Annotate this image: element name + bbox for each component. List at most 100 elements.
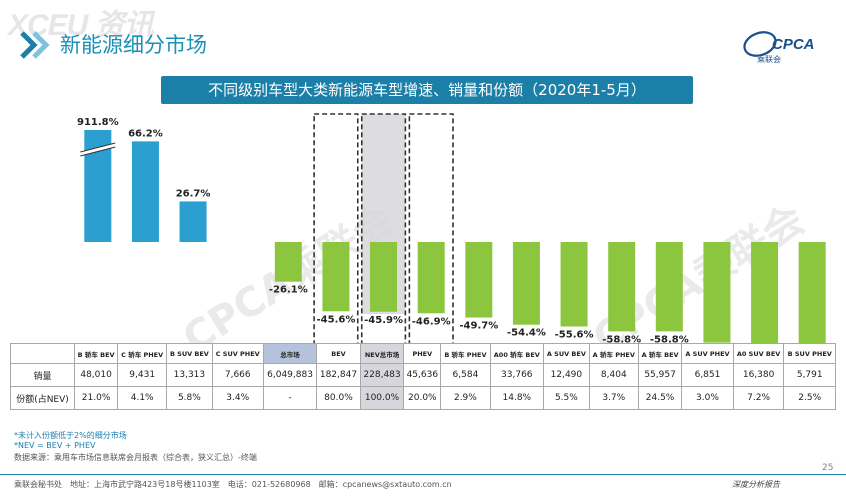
sales-cell: 12,490	[543, 363, 590, 387]
sales-cell: 33,766	[489, 363, 545, 387]
sales-cell: 6,049,883	[262, 363, 318, 387]
sales-cell: 13,313	[166, 363, 213, 387]
table-row-share: 份额(占NEV) 21.0% 4.1% 5.8% 3.4% -80.0% 100.0% 20…	[10, 386, 836, 410]
bar	[322, 242, 350, 312]
bar	[131, 141, 159, 242]
data-label: -54.4%	[507, 328, 546, 339]
table-header-cell: A00 轿车 BEV	[489, 343, 545, 364]
sales-cell: 55,957	[637, 363, 683, 387]
table-header-cell: B 轿车 PHEV	[440, 343, 491, 364]
footer-address: 乘联会秘书处 地址：上海市武宁路423号18号楼1103室 电话：021-526…	[14, 480, 452, 489]
data-label: -46.9%	[412, 316, 451, 327]
table-header-cell: C SUV PHEV	[211, 343, 264, 364]
table-header-cell: BEV	[316, 343, 361, 364]
table-header-cell: NEV总市场	[359, 343, 405, 364]
dashed-box	[313, 113, 359, 344]
share-cell: 2.9%	[440, 386, 491, 410]
share-cell: 5.8%	[166, 386, 213, 410]
share-cell: -	[262, 386, 318, 410]
sales-cell: 6,851	[681, 363, 734, 387]
data-label: 26.7%	[176, 188, 211, 199]
growth-bar-chart: CPCA乘联会CPCA乘联会911.8%66.2%26.7%-26.1%-45.…	[77, 113, 826, 344]
bar	[417, 242, 445, 314]
sales-cell: 16,380	[732, 363, 785, 387]
section-title: 新能源细分市场	[60, 33, 207, 57]
sales-cell: 6,584	[440, 363, 491, 387]
sales-cell: 7,666	[211, 363, 264, 387]
axis-break-line	[80, 142, 116, 153]
bar	[608, 242, 636, 332]
bar	[370, 242, 398, 312]
table-header-cell: A SUV BEV	[543, 343, 590, 364]
table-header-cell: 总市场	[262, 343, 318, 364]
data-label: -58.8%	[602, 334, 641, 344]
bar	[751, 242, 779, 344]
share-cell: 80.0%	[316, 386, 361, 410]
table-header-cell: A SUV PHEV	[681, 343, 734, 364]
report-label: 深度分析报告	[732, 480, 780, 489]
share-cell: 3.7%	[588, 386, 639, 410]
dashed-box	[360, 113, 407, 344]
share-cell: 3.0%	[681, 386, 734, 410]
share-cell: 2.5%	[783, 386, 836, 410]
data-label: -49.7%	[459, 321, 498, 332]
sales-cell: 8,404	[588, 363, 639, 387]
bar	[465, 242, 493, 318]
row-label-sales: 销量	[10, 363, 75, 387]
bar	[274, 242, 302, 282]
bar	[703, 242, 731, 343]
watermark-logo: XCEU 资讯	[8, 9, 154, 42]
share-cell: 20.0%	[403, 386, 442, 410]
data-table: B 轿车 BEV C 轿车 PHEV B SUV BEV C SUV PHEV 总市场 B…	[10, 343, 836, 410]
table-header-cell: B SUV PHEV	[783, 343, 836, 364]
sales-cell: 5,791	[783, 363, 836, 387]
dashed-box	[408, 113, 454, 344]
share-cell: 3.4%	[211, 386, 264, 410]
bar	[179, 201, 207, 242]
svg-text:CPCA: CPCA	[772, 36, 815, 53]
data-label: 66.2%	[128, 128, 163, 139]
table-row-sales: 销量 48,010 9,431 13,313 7,666 6,049,883 182,84…	[10, 363, 836, 387]
chevron-icon	[20, 31, 50, 59]
table-header-cell: B 轿车 BEV	[73, 343, 119, 364]
table-corner	[10, 343, 75, 364]
note-source: 数据来源：乘用车市场信息联席会月报表（综合表，狭义汇总）-终端	[14, 453, 257, 462]
table-header-cell: A 轿车 BEV	[637, 343, 683, 364]
share-cell: 5.5%	[543, 386, 590, 410]
data-label: -45.9%	[364, 315, 403, 326]
data-label: -55.6%	[555, 330, 594, 341]
sales-cell: 182,847	[316, 363, 361, 387]
share-cell: 21.0%	[73, 386, 119, 410]
table-header-cell: A 轿车 PHEV	[588, 343, 639, 364]
bar	[512, 242, 540, 325]
bar	[560, 242, 588, 327]
footer-divider	[0, 474, 846, 475]
note-threshold: *未计入份额低于2%的细分市场	[14, 431, 127, 440]
sales-cell: 45,636	[403, 363, 442, 387]
table-header-cell: C 轿车 PHEV	[117, 343, 168, 364]
sales-cell: 228,483	[359, 363, 405, 387]
share-cell: 100.0%	[359, 386, 405, 410]
sales-cell: 9,431	[117, 363, 168, 387]
bar	[655, 242, 683, 332]
share-cell: 4.1%	[117, 386, 168, 410]
bar	[798, 242, 826, 344]
sales-cell: 48,010	[73, 363, 119, 387]
table-header-cell: A0 SUV BEV	[732, 343, 785, 364]
note-nev-definition: *NEV = BEV + PHEV	[14, 441, 96, 450]
data-label: -58.8%	[650, 334, 689, 344]
page-number: 25	[822, 463, 834, 473]
table-header-row: B 轿车 BEV C 轿车 PHEV B SUV BEV C SUV PHEV 总市场 B…	[10, 343, 836, 364]
table-header-cell: B SUV BEV	[166, 343, 213, 364]
data-label: -26.1%	[269, 285, 308, 296]
share-cell: 24.5%	[637, 386, 683, 410]
data-label: 911.8%	[77, 117, 119, 128]
share-cell: 14.8%	[489, 386, 545, 410]
data-label: -45.6%	[317, 314, 356, 325]
chart-banner-title: 不同级别车型大类新能源车型增速、销量和份额（2020年1-5月）	[161, 76, 693, 104]
cpca-logo: CPCA	[743, 31, 815, 57]
axis-break-line	[80, 146, 116, 157]
row-label-share: 份额(占NEV)	[10, 386, 75, 410]
axis-break-mark	[80, 143, 116, 156]
share-cell: 7.2%	[732, 386, 785, 410]
